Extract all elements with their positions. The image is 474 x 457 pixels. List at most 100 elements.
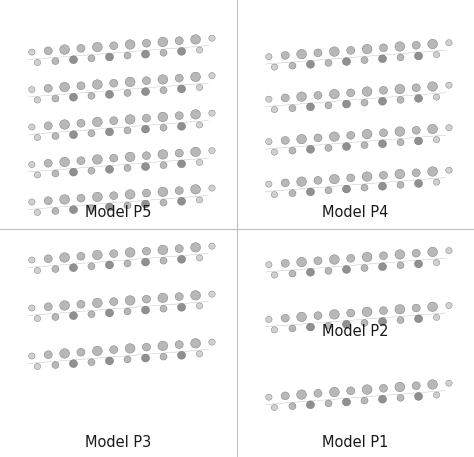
Circle shape bbox=[105, 128, 114, 136]
Circle shape bbox=[141, 50, 150, 58]
Circle shape bbox=[446, 303, 452, 308]
Circle shape bbox=[325, 322, 332, 329]
Circle shape bbox=[265, 394, 272, 400]
Circle shape bbox=[346, 89, 355, 97]
Circle shape bbox=[175, 340, 183, 349]
Circle shape bbox=[412, 169, 420, 177]
Circle shape bbox=[77, 194, 85, 202]
Circle shape bbox=[378, 97, 387, 105]
Circle shape bbox=[191, 147, 201, 157]
Circle shape bbox=[105, 90, 114, 98]
Circle shape bbox=[160, 257, 167, 264]
Circle shape bbox=[433, 314, 440, 320]
Text: Model P3: Model P3 bbox=[85, 435, 152, 450]
Circle shape bbox=[69, 206, 78, 213]
Circle shape bbox=[52, 361, 59, 368]
Circle shape bbox=[209, 243, 215, 249]
Circle shape bbox=[191, 243, 201, 252]
Circle shape bbox=[142, 39, 151, 47]
Circle shape bbox=[395, 304, 405, 314]
Circle shape bbox=[52, 314, 59, 320]
Circle shape bbox=[412, 304, 420, 312]
Circle shape bbox=[196, 255, 203, 261]
Circle shape bbox=[306, 145, 315, 153]
Circle shape bbox=[196, 159, 203, 165]
Circle shape bbox=[60, 45, 70, 54]
Circle shape bbox=[446, 40, 452, 46]
Circle shape bbox=[209, 291, 215, 297]
Circle shape bbox=[125, 248, 135, 257]
Circle shape bbox=[265, 53, 272, 60]
Circle shape bbox=[446, 82, 452, 88]
Circle shape bbox=[196, 47, 203, 53]
Circle shape bbox=[329, 255, 339, 264]
Circle shape bbox=[414, 137, 423, 145]
Circle shape bbox=[378, 182, 387, 190]
Circle shape bbox=[77, 348, 85, 356]
Circle shape bbox=[329, 310, 339, 319]
Circle shape bbox=[141, 258, 150, 266]
Circle shape bbox=[158, 293, 168, 303]
Circle shape bbox=[325, 267, 332, 274]
Circle shape bbox=[428, 247, 438, 257]
Circle shape bbox=[109, 42, 118, 50]
Circle shape bbox=[105, 357, 114, 365]
Circle shape bbox=[325, 400, 332, 407]
Circle shape bbox=[175, 186, 183, 195]
Circle shape bbox=[362, 87, 372, 96]
Circle shape bbox=[342, 58, 351, 65]
Circle shape bbox=[209, 339, 215, 345]
Circle shape bbox=[306, 60, 315, 68]
Circle shape bbox=[362, 385, 372, 394]
Circle shape bbox=[196, 197, 203, 203]
Circle shape bbox=[44, 303, 52, 311]
Circle shape bbox=[433, 137, 440, 143]
Circle shape bbox=[281, 179, 289, 187]
Circle shape bbox=[124, 165, 131, 171]
Circle shape bbox=[77, 119, 85, 127]
Circle shape bbox=[60, 157, 70, 167]
Circle shape bbox=[191, 339, 201, 348]
Circle shape bbox=[158, 341, 168, 351]
Circle shape bbox=[281, 392, 289, 400]
Circle shape bbox=[342, 185, 351, 193]
Circle shape bbox=[77, 252, 85, 260]
Circle shape bbox=[378, 318, 387, 325]
Circle shape bbox=[125, 77, 135, 87]
Circle shape bbox=[209, 110, 215, 116]
Circle shape bbox=[28, 124, 35, 130]
Circle shape bbox=[158, 149, 168, 159]
Circle shape bbox=[297, 177, 307, 186]
Circle shape bbox=[397, 96, 404, 103]
Circle shape bbox=[141, 88, 150, 96]
Circle shape bbox=[378, 55, 387, 63]
Circle shape bbox=[88, 205, 95, 212]
Circle shape bbox=[142, 295, 151, 303]
Circle shape bbox=[433, 260, 440, 266]
Circle shape bbox=[69, 93, 78, 101]
Circle shape bbox=[160, 162, 167, 169]
Circle shape bbox=[69, 56, 78, 64]
Circle shape bbox=[60, 301, 70, 310]
Circle shape bbox=[44, 85, 52, 92]
Circle shape bbox=[361, 319, 368, 326]
Circle shape bbox=[265, 138, 272, 145]
Circle shape bbox=[77, 44, 85, 52]
Circle shape bbox=[177, 197, 186, 205]
Circle shape bbox=[28, 86, 35, 93]
Circle shape bbox=[209, 148, 215, 154]
Circle shape bbox=[92, 155, 102, 164]
Circle shape bbox=[124, 356, 131, 363]
Circle shape bbox=[325, 59, 332, 66]
Circle shape bbox=[281, 94, 289, 102]
Circle shape bbox=[289, 105, 296, 112]
Circle shape bbox=[329, 132, 339, 141]
Circle shape bbox=[177, 122, 186, 130]
Circle shape bbox=[142, 189, 151, 197]
Circle shape bbox=[412, 249, 420, 257]
Circle shape bbox=[34, 315, 41, 322]
Circle shape bbox=[109, 298, 118, 306]
Circle shape bbox=[141, 306, 150, 314]
Circle shape bbox=[306, 323, 315, 331]
Circle shape bbox=[92, 346, 102, 356]
